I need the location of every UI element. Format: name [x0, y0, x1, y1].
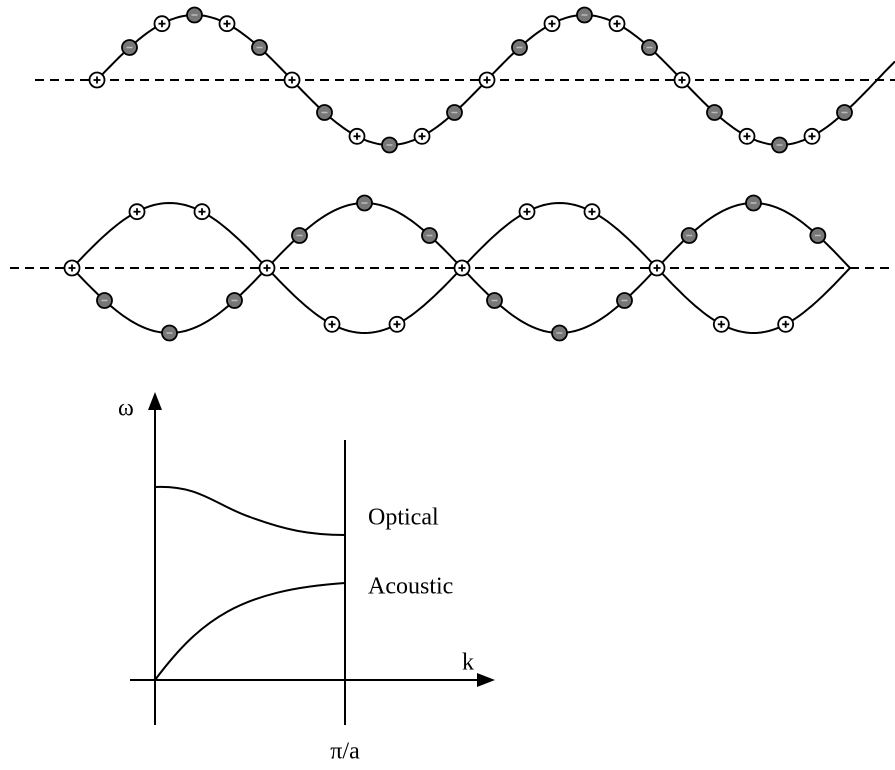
- positive-ion: [478, 71, 496, 89]
- positive-ion: [803, 127, 821, 145]
- optical-label: Optical: [368, 505, 439, 531]
- negative-ion: [226, 292, 243, 309]
- negative-ion: [616, 292, 633, 309]
- positive-ion: [453, 259, 471, 277]
- positive-ion: [777, 315, 795, 333]
- positive-ion: [153, 15, 171, 33]
- negative-ion: [706, 104, 723, 121]
- negative-ion: [836, 104, 853, 121]
- positive-ion: [63, 259, 81, 277]
- positive-ion: [583, 203, 601, 221]
- positive-ion: [258, 259, 276, 277]
- negative-ion: [551, 324, 568, 342]
- negative-ion: [809, 227, 827, 244]
- positive-ion: [413, 127, 431, 145]
- waves: [71, 14, 895, 335]
- positive-ion: [88, 71, 106, 89]
- positive-ion: [283, 71, 301, 89]
- positive-ion: [323, 315, 341, 333]
- positive-ion: [218, 15, 236, 33]
- ions: [63, 6, 853, 342]
- negative-ion: [771, 136, 788, 154]
- negative-ion: [251, 39, 268, 56]
- negative-ion: [161, 324, 178, 342]
- positive-ion: [712, 315, 730, 333]
- arrow-head: [477, 673, 495, 687]
- positive-ion: [648, 259, 666, 277]
- negative-ion: [96, 292, 113, 309]
- zone-edge-label: π/a: [330, 739, 360, 765]
- negative-ion: [121, 39, 138, 56]
- negative-ion: [641, 39, 658, 56]
- negative-ion: [421, 227, 438, 244]
- optical-branch: [154, 485, 346, 536]
- optical-wave: [266, 267, 463, 335]
- positive-ion: [193, 203, 211, 221]
- negative-ion: [745, 194, 762, 212]
- negative-ion: [186, 6, 203, 24]
- optical-wave: [656, 267, 851, 335]
- acoustic-branch: [154, 582, 346, 681]
- negative-ion: [316, 104, 333, 121]
- arrow-head: [148, 392, 162, 410]
- positive-ion: [738, 127, 756, 145]
- optical-wave: [461, 201, 658, 269]
- positive-ion: [348, 127, 366, 145]
- negative-ion: [291, 227, 308, 244]
- positive-ion: [543, 15, 561, 33]
- positive-ion: [128, 203, 146, 221]
- negative-ion: [446, 104, 463, 121]
- negative-ion: [356, 194, 373, 212]
- k-label: k: [462, 650, 474, 676]
- negative-ion: [381, 136, 398, 154]
- omega-label: ω: [118, 396, 134, 422]
- negative-ion: [680, 227, 698, 244]
- negative-ion: [511, 39, 528, 56]
- positive-ion: [673, 71, 691, 89]
- optical-wave: [71, 201, 268, 269]
- negative-ion: [576, 6, 593, 24]
- positive-ion: [388, 315, 406, 333]
- positive-ion: [608, 15, 626, 33]
- acoustic-label: Acoustic: [368, 574, 453, 600]
- negative-ion: [486, 292, 503, 309]
- positive-ion: [518, 203, 536, 221]
